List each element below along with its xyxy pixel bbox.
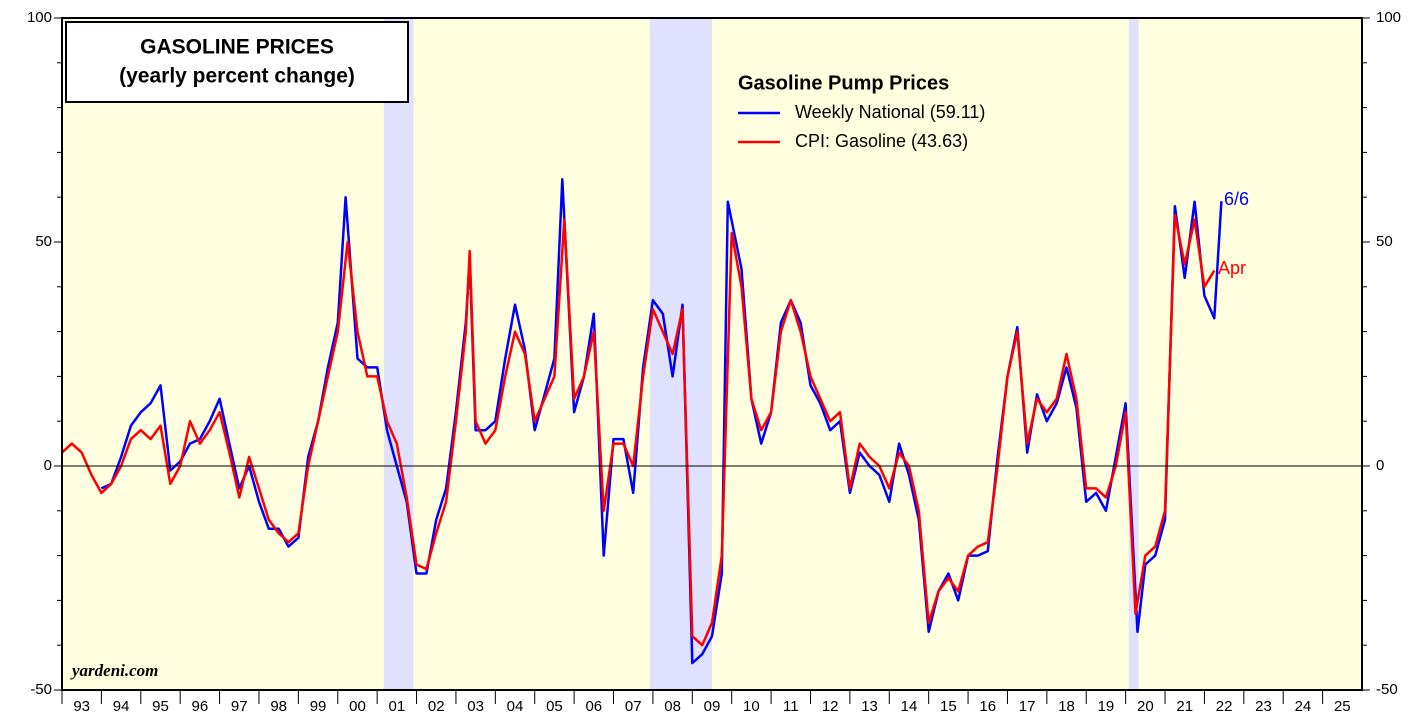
x-tick-label: 23 bbox=[1255, 698, 1272, 715]
y2-tick-label: 0 bbox=[1376, 457, 1384, 474]
x-tick-label: 94 bbox=[113, 698, 130, 715]
chart-title: (yearly percent change) bbox=[119, 65, 355, 88]
x-tick-label: 15 bbox=[940, 698, 957, 715]
x-tick-label: 07 bbox=[625, 698, 642, 715]
x-tick-label: 22 bbox=[1216, 698, 1233, 715]
x-tick-label: 18 bbox=[1058, 698, 1075, 715]
x-tick-label: 13 bbox=[861, 698, 878, 715]
annotation: Apr bbox=[1218, 258, 1246, 278]
x-tick-label: 96 bbox=[192, 698, 209, 715]
legend: Weekly National (59.11) CPI: Gasoline (43… bbox=[738, 102, 985, 151]
y2-tick-label: -50 bbox=[1376, 681, 1398, 698]
annotation: 6/6 bbox=[1224, 189, 1249, 209]
y2-tick-label: 100 bbox=[1376, 9, 1401, 26]
x-tick-label: 19 bbox=[1098, 698, 1115, 715]
y-tick-label: 100 bbox=[27, 9, 52, 26]
x-tick-label: 97 bbox=[231, 698, 248, 715]
x-tick-label: 02 bbox=[428, 698, 445, 715]
x-tick-label: 04 bbox=[507, 698, 524, 715]
x-tick-label: 10 bbox=[743, 698, 760, 715]
x-tick-label: 95 bbox=[152, 698, 169, 715]
x-tick-label: 12 bbox=[822, 698, 839, 715]
recession bbox=[649, 18, 712, 690]
recession bbox=[383, 18, 414, 690]
x-tick-label: 25 bbox=[1334, 698, 1351, 715]
chart-title: GASOLINE PRICES bbox=[140, 36, 334, 59]
x-tick-label: 16 bbox=[979, 698, 996, 715]
x-tick-label: 24 bbox=[1295, 698, 1312, 715]
x-tick-label: 11 bbox=[783, 698, 799, 715]
y-tick-label: 0 bbox=[44, 457, 52, 474]
x-tick-label: 05 bbox=[546, 698, 563, 715]
y-tick-label: -50 bbox=[30, 681, 52, 698]
x-tick-label: 98 bbox=[270, 698, 287, 715]
plot-area bbox=[62, 18, 1362, 690]
recession bbox=[1128, 18, 1139, 690]
title-box bbox=[65, 21, 409, 103]
y-tick-label: 50 bbox=[35, 233, 52, 250]
x-tick-label: 09 bbox=[704, 698, 721, 715]
x-tick-label: 14 bbox=[901, 698, 918, 715]
y2-tick-label: 50 bbox=[1376, 233, 1393, 250]
legend-title: Gasoline Pump Prices bbox=[738, 72, 949, 94]
frame bbox=[61, 17, 1363, 691]
x-tick-label: 93 bbox=[73, 698, 90, 715]
x-tick-label: 06 bbox=[585, 698, 602, 715]
x-tick-label: 00 bbox=[349, 698, 366, 715]
x-tick-label: 03 bbox=[467, 698, 484, 715]
legend-label: Weekly National (59.11) bbox=[795, 102, 985, 122]
x-tick-label: 99 bbox=[310, 698, 327, 715]
x-tick-label: 21 bbox=[1176, 698, 1193, 715]
legend-label: CPI: Gasoline (43.63) bbox=[795, 131, 968, 151]
x-tick-label: 01 bbox=[389, 698, 406, 715]
source: yardeni.com bbox=[70, 661, 158, 680]
x-tick-label: 17 bbox=[1019, 698, 1036, 715]
x-tick-label: 08 bbox=[664, 698, 681, 715]
x-tick-label: 20 bbox=[1137, 698, 1154, 715]
